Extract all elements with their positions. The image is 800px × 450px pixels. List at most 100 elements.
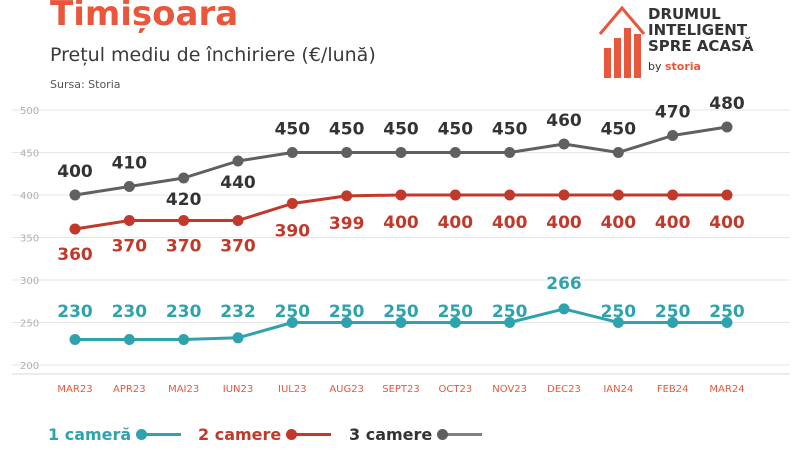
data-label-1-camera-mar23: 230 [57, 302, 93, 322]
data-label-3-camere-oct23: 450 [438, 120, 474, 140]
data-label-3-camere-mar23: 400 [57, 162, 93, 182]
data-label-1-camera-oct23: 250 [438, 302, 474, 322]
data-label-3-camere-iul23: 450 [275, 120, 311, 140]
point-3-camere-ian24 [612, 147, 624, 158]
data-label-3-camere-mai23: 420 [166, 190, 202, 210]
point-2-camere-iun23 [232, 215, 244, 226]
point-1-camera-aug23 [341, 317, 353, 328]
point-2-camere-aug23 [341, 190, 353, 202]
point-2-camere-mai23 [178, 215, 190, 226]
x-tick-label-oct23: OCT23 [438, 384, 472, 395]
x-tick-label-feb24: FEB24 [657, 384, 689, 395]
data-label-3-camere-mar24: 480 [709, 94, 745, 114]
point-2-camere-sept23 [395, 189, 407, 201]
data-label-3-camere-iun23: 440 [220, 173, 256, 193]
point-3-camere-nov23 [504, 147, 516, 158]
data-label-2-camere-iun23: 370 [220, 237, 256, 257]
point-1-camera-feb24 [667, 317, 679, 328]
y-tick-label-250: 250 [20, 319, 39, 330]
point-3-camere-mar23 [69, 189, 81, 201]
legend-line-2-camere [286, 428, 332, 440]
point-1-camera-sept23 [395, 317, 407, 328]
legend-marker-2-camere [286, 428, 298, 440]
data-label-1-camera-aug23: 250 [329, 302, 365, 322]
point-1-camera-oct23 [449, 317, 461, 328]
point-1-camera-dec23 [558, 303, 570, 315]
legend-item-1-camera: 1 cameră [48, 422, 182, 446]
house-bar-chart-icon [598, 5, 646, 78]
chart-legend: 1 cameră 2 camere 3 camere [0, 422, 800, 450]
legend-line-3-camere [437, 428, 483, 440]
point-3-camere-iul23 [286, 147, 298, 158]
data-label-3-camere-apr23: 410 [112, 154, 148, 174]
data-label-1-camera-nov23: 250 [492, 302, 528, 322]
point-3-camere-iun23 [232, 155, 244, 167]
y-tick-label-400: 400 [20, 191, 39, 202]
point-2-camere-nov23 [504, 189, 516, 201]
brand-by-storia: by storia [648, 60, 701, 73]
point-3-camere-oct23 [449, 147, 461, 158]
data-label-1-camera-ian24: 250 [601, 302, 637, 322]
legend-item-3-camere: 3 camere [349, 422, 483, 446]
point-3-camere-feb24 [667, 130, 679, 141]
brand-line-2: INTELIGENT [648, 21, 748, 39]
data-label-1-camera-dec23: 266 [546, 274, 582, 294]
y-tick-label-200: 200 [20, 361, 39, 372]
line-chart: 200 250 300 350 400 450 500 MAR23 APR23 MAI23 IUN2… [12, 94, 790, 395]
point-1-camera-iul23 [286, 317, 298, 328]
source-note: Sursa: Storia [50, 78, 121, 91]
legend-label-1-camera: 1 cameră [48, 424, 132, 444]
point-2-camere-mar23 [69, 223, 81, 235]
point-2-camere-dec23 [558, 189, 570, 201]
x-tick-label-iun23: IUN23 [223, 384, 253, 395]
point-2-camere-ian24 [612, 189, 624, 201]
point-2-camere-apr23 [123, 215, 135, 226]
data-label-2-camere-iul23: 390 [275, 222, 311, 242]
data-label-3-camere-ian24: 450 [601, 120, 637, 140]
y-tick-label-500: 500 [20, 106, 39, 117]
brand-by-text: by [648, 60, 662, 73]
data-label-1-camera-iul23: 250 [275, 302, 311, 322]
point-1-camera-mar23 [69, 334, 81, 345]
brand-storia-text: storia [665, 60, 701, 73]
chart-subtitle: Prețul mediu de închiriere (€/lună) [50, 44, 376, 66]
brand-line-1: DRUMUL [648, 5, 721, 23]
data-label-2-camere-oct23: 400 [438, 213, 474, 233]
point-1-camera-mai23 [178, 334, 190, 345]
data-label-1-camera-feb24: 250 [655, 302, 691, 322]
data-label-3-camere-nov23: 450 [492, 120, 528, 140]
legend-label-3-camere: 3 camere [349, 424, 433, 444]
data-label-2-camere-apr23: 370 [112, 237, 148, 257]
data-label-2-camere-ian24: 400 [601, 213, 637, 233]
point-1-camera-mar24 [721, 317, 733, 328]
data-label-2-camere-aug23: 399 [329, 214, 365, 234]
x-tick-label-nov23: NOV23 [492, 384, 527, 395]
data-label-2-camere-sept23: 400 [383, 213, 419, 233]
x-tick-label-sept23: SEPT23 [382, 384, 420, 395]
point-3-camere-sept23 [395, 147, 407, 158]
data-label-1-camera-mai23: 230 [166, 302, 202, 322]
data-label-2-camere-mai23: 370 [166, 237, 202, 257]
point-3-camere-apr23 [123, 181, 135, 192]
y-tick-label-450: 450 [20, 149, 39, 160]
data-label-3-camere-sept23: 450 [383, 120, 419, 140]
point-3-camere-dec23 [558, 138, 570, 150]
brand-logo: DRUMUL INTELIGENT SPRE ACASĂ by storia [598, 4, 768, 82]
point-3-camere-mar24 [721, 121, 733, 133]
point-2-camere-iul23 [286, 198, 298, 209]
point-2-camere-oct23 [449, 189, 461, 201]
data-label-1-camera-iun23: 232 [220, 302, 256, 322]
x-tick-label-apr23: APR23 [113, 384, 146, 395]
x-tick-label-mar23: MAR23 [57, 384, 92, 395]
legend-marker-3-camere [437, 428, 449, 440]
x-tick-label-dec23: DEC23 [547, 384, 581, 395]
data-label-3-camere-aug23: 450 [329, 120, 365, 140]
page-title: Timișoara [50, 0, 239, 34]
x-tick-label-ian24: IAN24 [603, 384, 633, 395]
x-tick-label-iul23: IUL23 [278, 384, 307, 395]
point-3-camere-mai23 [178, 172, 190, 184]
point-1-camera-nov23 [504, 317, 516, 328]
x-tick-label-mai23: MAI23 [168, 384, 199, 395]
legend-label-2-camere: 2 camere [198, 424, 282, 444]
y-tick-label-350: 350 [20, 234, 39, 245]
